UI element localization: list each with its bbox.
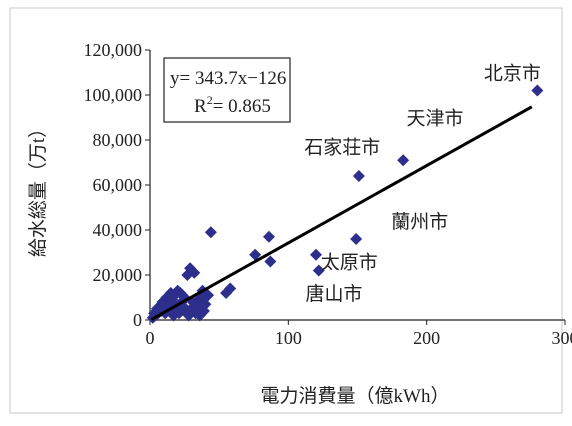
y-axis-label: 給水総量（万t） [27,119,49,257]
city-label: 天津市 [406,107,463,129]
x-axis-label: 電力消費量（億kWh） [261,385,450,407]
y-tick-label: 20,000 [93,265,143,285]
y-tick-label: 0 [133,310,142,330]
y-tick-label: 60,000 [93,175,143,195]
city-label: 石家荘市 [304,137,380,159]
y-tick-label: 120,000 [84,40,143,60]
r-label: R [194,96,207,117]
city-label: 唐山市 [305,283,362,305]
x-tick-label: 300 [552,328,572,348]
y-tick-label: 80,000 [93,130,143,150]
r-squared-text: R2= 0.865 [194,93,271,117]
y-tick-label: 40,000 [93,220,143,240]
city-label: 蘭州市 [391,211,448,233]
x-tick-label: 0 [146,328,155,348]
city-label: 太原市 [321,251,378,273]
r-value: = 0.865 [213,96,271,117]
y-tick-label: 100,000 [84,85,143,105]
x-tick-label: 100 [275,328,302,348]
equation-box: y= 343.7x−126 R2= 0.865 [164,58,290,122]
city-label: 北京市 [484,62,541,84]
x-tick-label: 200 [413,328,440,348]
equation-text: y= 343.7x−126 [170,68,286,89]
